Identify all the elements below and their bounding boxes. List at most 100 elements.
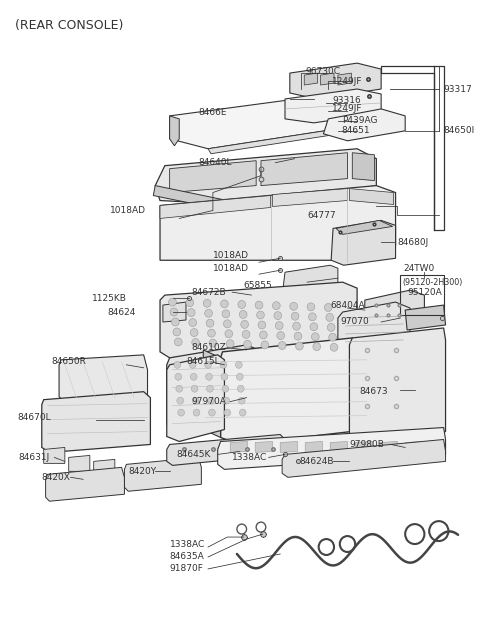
Polygon shape <box>124 458 202 491</box>
Circle shape <box>273 302 280 310</box>
Text: 68404A: 68404A <box>330 301 365 310</box>
Text: 84640L: 84640L <box>199 158 232 167</box>
Circle shape <box>220 362 227 369</box>
Text: 8420Y: 8420Y <box>128 467 156 476</box>
Text: 97970A: 97970A <box>192 397 227 406</box>
Polygon shape <box>163 302 186 322</box>
Circle shape <box>238 385 244 392</box>
Text: 97980B: 97980B <box>349 440 384 449</box>
Polygon shape <box>167 355 225 442</box>
Polygon shape <box>355 442 372 453</box>
Text: (REAR CONSOLE): (REAR CONSOLE) <box>15 19 123 32</box>
Circle shape <box>240 409 246 416</box>
Polygon shape <box>160 282 357 358</box>
Circle shape <box>177 397 183 404</box>
Polygon shape <box>285 89 381 123</box>
Text: 93317: 93317 <box>444 85 472 94</box>
Circle shape <box>330 344 338 351</box>
Circle shape <box>227 340 234 347</box>
Polygon shape <box>221 338 369 444</box>
Polygon shape <box>46 467 124 501</box>
Circle shape <box>192 397 199 404</box>
Polygon shape <box>230 442 248 453</box>
Circle shape <box>224 320 231 328</box>
Circle shape <box>238 301 246 308</box>
Polygon shape <box>331 221 396 265</box>
Circle shape <box>175 373 181 380</box>
Text: 84672B: 84672B <box>192 288 227 297</box>
Polygon shape <box>380 442 397 453</box>
Text: 1018AD: 1018AD <box>213 263 249 272</box>
Polygon shape <box>42 392 150 453</box>
Circle shape <box>293 322 300 330</box>
Circle shape <box>209 339 217 347</box>
Circle shape <box>222 385 229 392</box>
Circle shape <box>244 340 252 348</box>
Circle shape <box>189 362 196 369</box>
Polygon shape <box>167 345 263 429</box>
Circle shape <box>329 333 336 341</box>
Polygon shape <box>338 73 351 85</box>
Text: 8420X: 8420X <box>42 473 71 482</box>
Circle shape <box>225 329 233 338</box>
Circle shape <box>190 329 198 337</box>
Circle shape <box>174 338 182 346</box>
Text: 84650R: 84650R <box>51 357 86 366</box>
Circle shape <box>242 330 250 338</box>
Circle shape <box>309 313 316 320</box>
Circle shape <box>327 324 335 331</box>
Circle shape <box>176 385 182 392</box>
Polygon shape <box>273 188 348 206</box>
Circle shape <box>255 301 263 309</box>
Text: 97070: 97070 <box>341 317 370 326</box>
Text: 84624: 84624 <box>108 308 136 317</box>
Circle shape <box>224 409 231 416</box>
Circle shape <box>205 362 212 369</box>
Circle shape <box>240 310 247 319</box>
Polygon shape <box>283 265 338 292</box>
Circle shape <box>223 397 230 404</box>
Circle shape <box>324 303 332 312</box>
Circle shape <box>187 309 195 317</box>
Circle shape <box>239 397 245 404</box>
Text: 1018AD: 1018AD <box>213 251 249 260</box>
Text: 91870F: 91870F <box>169 565 204 574</box>
Polygon shape <box>160 196 271 219</box>
Polygon shape <box>305 442 323 453</box>
Text: 84673: 84673 <box>359 387 388 396</box>
Text: 1338AC: 1338AC <box>169 540 205 549</box>
Circle shape <box>274 312 282 320</box>
Circle shape <box>204 299 211 307</box>
Circle shape <box>221 300 228 308</box>
Text: 24TW0: 24TW0 <box>403 263 434 272</box>
Text: 64777: 64777 <box>307 211 336 220</box>
Circle shape <box>168 298 176 306</box>
Polygon shape <box>94 460 115 476</box>
Polygon shape <box>405 442 422 453</box>
Text: 84650I: 84650I <box>444 126 475 135</box>
Polygon shape <box>169 116 179 146</box>
Polygon shape <box>349 328 445 442</box>
Text: 84631J: 84631J <box>19 453 50 462</box>
Circle shape <box>294 332 302 340</box>
Polygon shape <box>218 428 445 469</box>
Polygon shape <box>59 355 147 403</box>
Circle shape <box>236 362 242 369</box>
Circle shape <box>261 341 269 349</box>
Circle shape <box>193 409 200 416</box>
Circle shape <box>326 313 334 321</box>
Polygon shape <box>169 96 357 149</box>
Text: 84615L: 84615L <box>186 357 220 366</box>
Circle shape <box>290 303 298 310</box>
Text: 84651: 84651 <box>342 126 371 135</box>
Circle shape <box>296 342 303 350</box>
Circle shape <box>241 320 249 328</box>
Text: 84680J: 84680J <box>397 238 429 247</box>
Circle shape <box>257 311 264 319</box>
Polygon shape <box>155 149 376 206</box>
Polygon shape <box>365 290 424 335</box>
Text: 65855: 65855 <box>244 281 273 290</box>
Text: 84610Z: 84610Z <box>192 344 227 353</box>
Text: 84670L: 84670L <box>18 413 51 422</box>
Polygon shape <box>255 442 273 453</box>
